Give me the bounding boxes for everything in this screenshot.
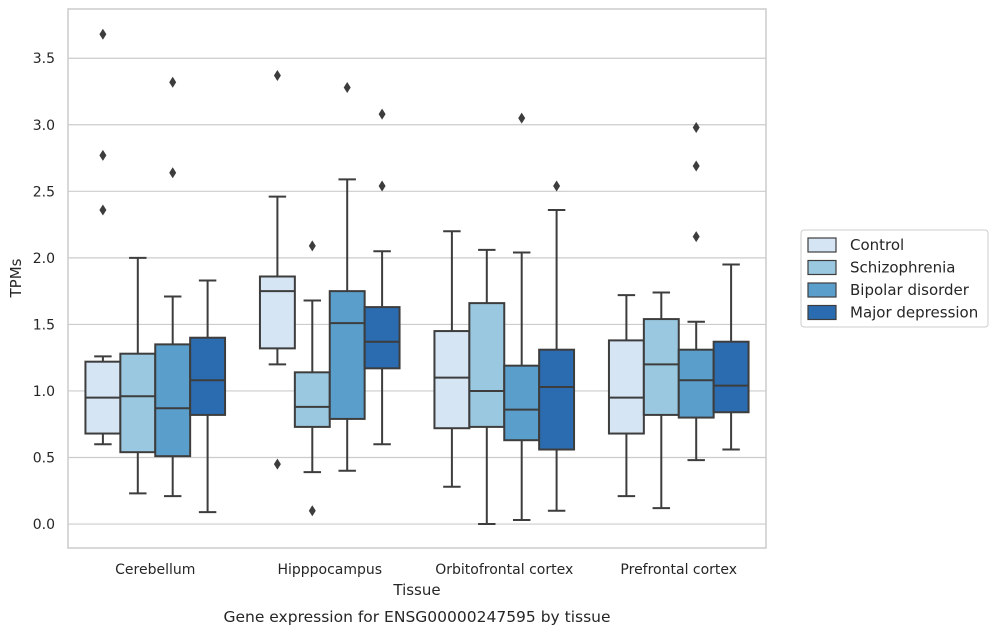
outlier-point: [273, 458, 281, 470]
box-body: [328, 290, 366, 420]
legend-swatch: [807, 304, 837, 321]
legend-swatch: [807, 237, 837, 253]
box-body: [189, 336, 227, 416]
box-3-0: [607, 294, 645, 498]
box-3-3: [712, 263, 750, 451]
legend-swatch: [807, 282, 837, 298]
box-body: [119, 352, 157, 454]
legend-item: Control: [807, 236, 904, 254]
box-body: [503, 364, 541, 442]
box-0-0: [84, 28, 122, 446]
box-body: [433, 330, 471, 430]
y-tick-label: 1.5: [33, 317, 55, 333]
y-tick-label: 3.5: [33, 51, 55, 67]
box-body: [677, 348, 715, 419]
outlier-point: [692, 121, 700, 133]
legend-swatch: [807, 259, 837, 276]
box-0-2: [154, 76, 192, 498]
legend-frame: [800, 229, 989, 328]
box-body: [363, 306, 401, 370]
box-body: [468, 302, 506, 428]
box-body: [712, 340, 750, 414]
x-axis-title: Tissue: [392, 581, 440, 599]
legend-label: Major depression: [850, 304, 978, 322]
box-body: [642, 318, 680, 416]
box-1-3: [363, 108, 401, 446]
x-tick-label: Prefrontal cortex: [620, 562, 737, 578]
outlier-point: [99, 149, 107, 161]
box-marks: [84, 28, 750, 526]
box-1-0: [258, 70, 296, 470]
box-body: [154, 343, 192, 458]
box-body: [607, 339, 645, 435]
plot-area-background: [68, 9, 766, 548]
y-tick-label: 0.5: [33, 451, 55, 467]
outlier-point: [169, 76, 177, 88]
box-3-2: [677, 121, 715, 462]
outlier-point: [99, 28, 107, 40]
y-tick-label: 1.0: [33, 384, 55, 400]
outlier-point: [378, 108, 386, 120]
box-body: [258, 275, 296, 350]
outlier-point: [518, 112, 526, 124]
box-2-0: [433, 230, 471, 488]
box-0-1: [119, 256, 157, 495]
y-axis-title: TPMs: [7, 258, 25, 298]
outlier-point: [273, 70, 281, 82]
outlier-point: [308, 240, 316, 252]
outlier-point: [99, 204, 107, 216]
y-tick-label: 2.5: [33, 184, 55, 200]
x-tick-label: Cerebellum: [115, 562, 195, 578]
y-tick-label: 2.0: [33, 251, 55, 267]
legend-item: Major depression: [807, 304, 978, 322]
legend-item: Schizophrenia: [807, 259, 955, 277]
outlier-point: [308, 505, 316, 517]
legend-label: Control: [850, 236, 904, 254]
outlier-point: [692, 160, 700, 172]
box-0-3: [189, 279, 227, 514]
legend-item: Bipolar disorder: [807, 281, 970, 299]
outlier-point: [169, 167, 177, 179]
legend-label: Schizophrenia: [850, 259, 955, 277]
outlier-point: [692, 231, 700, 243]
box-1-2: [328, 82, 366, 472]
outlier-point: [343, 82, 351, 94]
chart-caption: Gene expression for ENSG00000247595 by t…: [223, 608, 610, 626]
box-2-3: [538, 180, 576, 512]
box-body: [293, 371, 331, 428]
x-tick-label: Orbitofrontal cortex: [435, 562, 573, 578]
x-tick-labels: Cerebellum Hipppocampus Orbitofrontal cort…: [115, 562, 737, 578]
y-tick-label: 0.0: [33, 517, 55, 533]
outlier-point: [553, 180, 561, 192]
legend-label: Bipolar disorder: [850, 281, 970, 299]
y-tick-label: 3.0: [33, 118, 55, 134]
x-tick-label: Hipppocampus: [277, 562, 382, 578]
y-tick-labels: 0.0 0.5 1.0 1.5 2.0 2.5 3.0 3.5: [33, 51, 55, 533]
box-2-2: [503, 112, 541, 522]
box-body: [538, 348, 576, 451]
legend: Control Schizophrenia Bipolar disorder Majo…: [800, 229, 989, 328]
outlier-point: [378, 180, 386, 192]
plot-area-frame: [67, 8, 767, 549]
